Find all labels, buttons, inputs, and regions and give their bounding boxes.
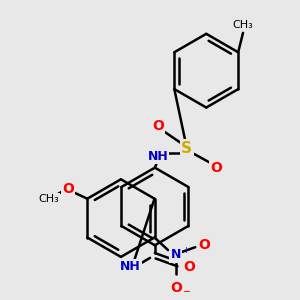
Text: CH₃: CH₃ [38,194,59,204]
Text: NH: NH [147,149,168,163]
Text: +: + [183,246,190,255]
Text: O: O [170,281,182,295]
Text: O: O [62,182,74,196]
Text: O: O [198,238,210,252]
Text: O: O [183,260,195,274]
Text: O: O [152,119,164,133]
Text: NH: NH [120,260,141,273]
Text: S: S [182,141,192,156]
Text: N: N [171,248,181,262]
Text: −: − [183,287,191,297]
Text: CH₃: CH₃ [233,20,254,30]
Text: O: O [210,161,222,175]
